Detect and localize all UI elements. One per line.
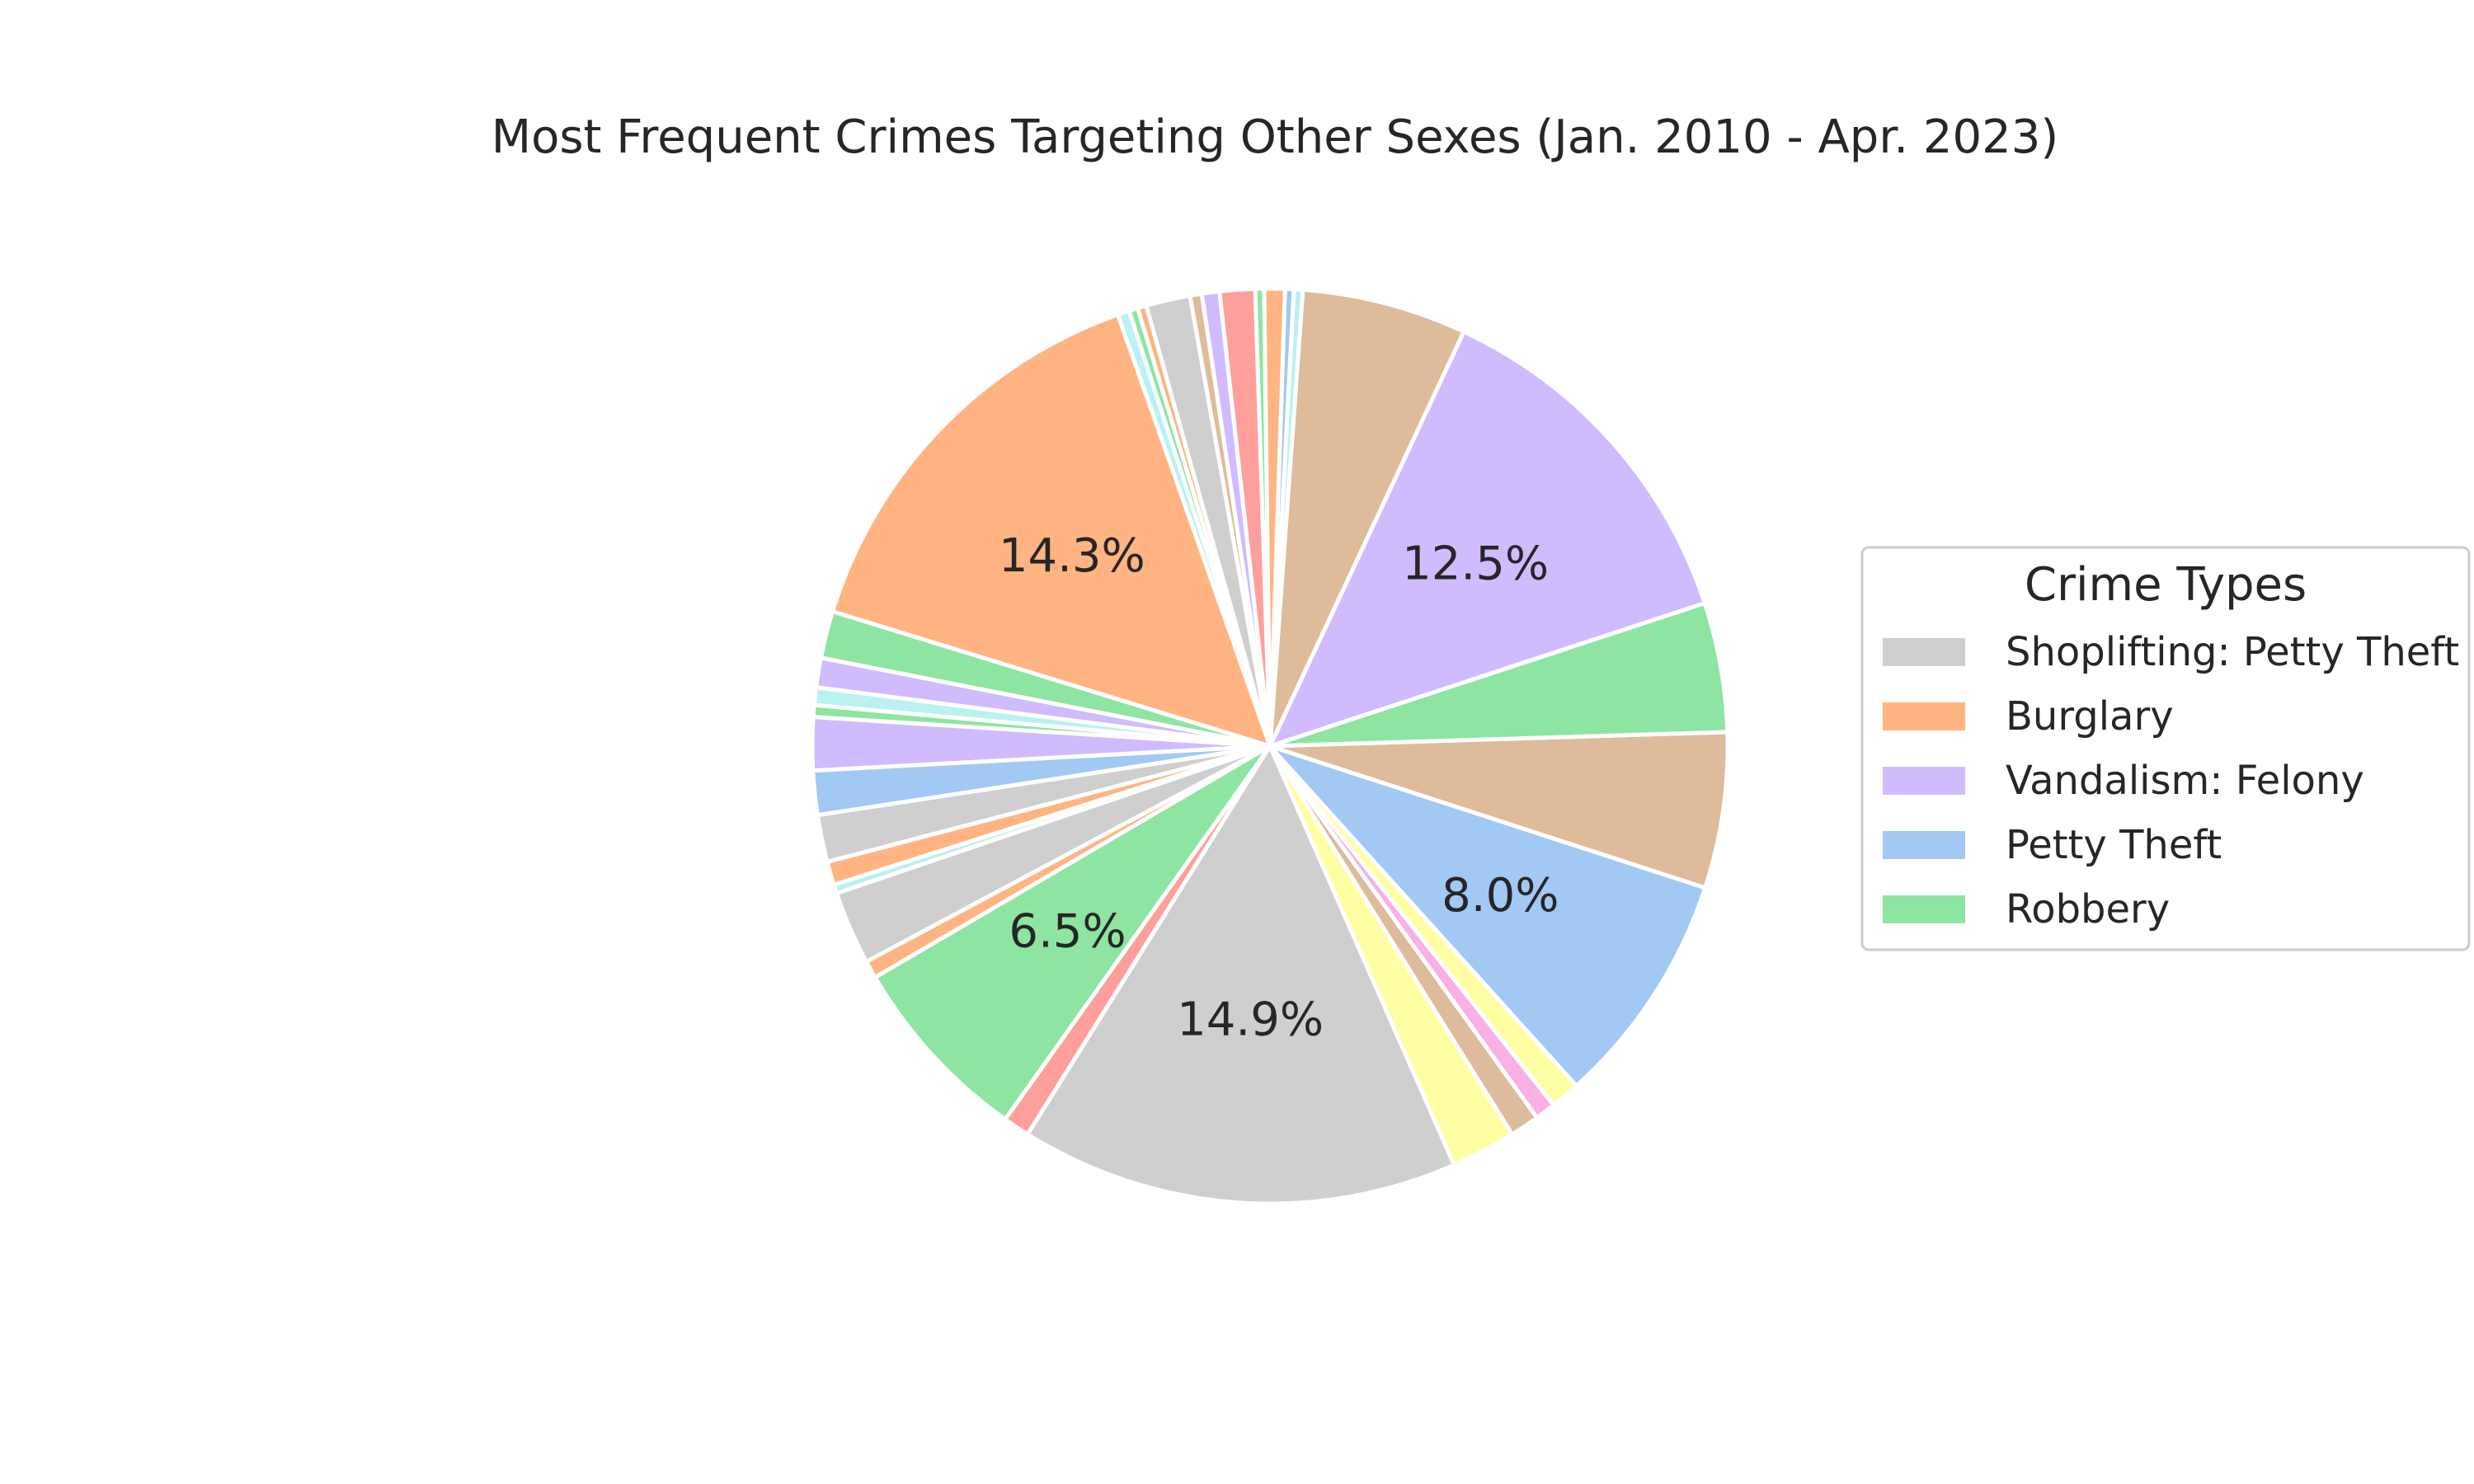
pie-slice [1268,329,1707,749]
pie-slice [1268,730,1730,890]
pie-slice-labels: 14.3% 6.5% 14.9% 8.0% 12.5% [999,529,1559,1047]
legend: Crime Types Shoplifting: Petty Theft Burg… [1860,546,2471,951]
pie-slice [1025,744,1456,1206]
pie-slices [810,286,1730,1206]
legend-swatch [1883,702,1965,730]
slice-percent-label: 6.5% [1009,905,1126,959]
legend-swatch [1883,831,1965,859]
pie-slice [1268,287,1466,749]
slice-percent-label: 14.3% [999,529,1145,583]
legend-frame [1860,546,2471,951]
pie-slice [1268,744,1708,1088]
legend-label: Vandalism: Felony [2006,758,2364,804]
legend-title: Crime Types [2025,558,2307,612]
pie-slice [830,312,1272,749]
legend-swatch [1883,767,1965,795]
pie-slice [1268,287,1305,749]
legend-entries: Shoplifting: Petty Theft Burglary Vandalis… [1883,629,2459,932]
slice-percent-label: 12.5% [1402,538,1549,591]
legend-label: Shoplifting: Petty Theft [2006,629,2459,675]
slice-percent-label: 8.0% [1442,869,1559,923]
legend-swatch [1883,638,1965,666]
legend-label: Robbery [2006,886,2170,932]
legend-swatch [1883,895,1965,923]
legend-label: Petty Theft [2006,822,2222,868]
legend-label: Burglary [2006,693,2174,740]
pie-slice [872,744,1272,1122]
chart-title: Most Frequent Crimes Targeting Other Sex… [492,110,2058,164]
slice-percent-label: 14.9% [1177,993,1324,1047]
